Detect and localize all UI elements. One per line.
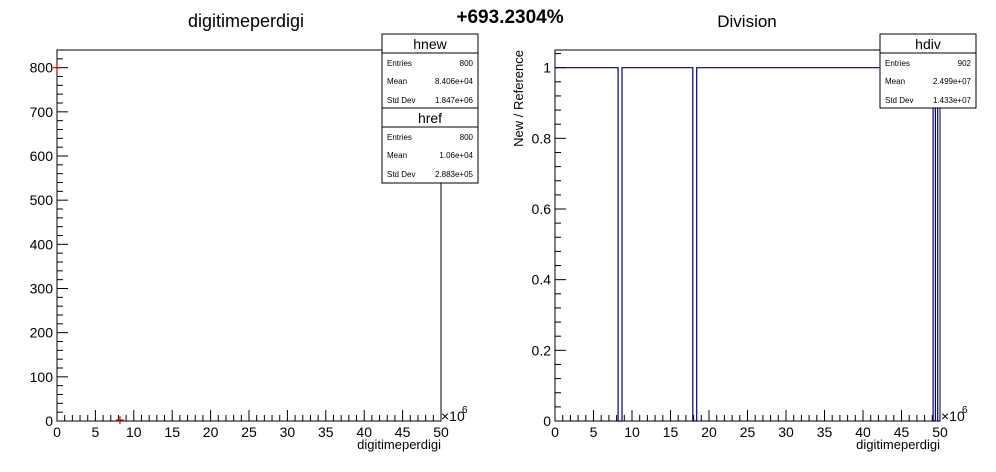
left-x-axis: 0 5 10 15 20 25 30 35 40 45 50 xyxy=(53,410,449,440)
stats-label: Entries xyxy=(885,59,910,68)
left-x-tick-label: 15 xyxy=(164,424,180,440)
stats-label: Mean xyxy=(387,151,407,160)
percent-change-label: +693.2304% xyxy=(456,7,563,28)
stats-value: 1.847e+06 xyxy=(435,96,474,105)
stats-value: 1.06e+04 xyxy=(439,151,473,160)
stats-value: 800 xyxy=(460,133,474,142)
right-x-tick-label: 15 xyxy=(663,424,679,440)
left-y-tick-label: 400 xyxy=(30,236,54,252)
stats-box-hnew: hnew Entries 800 Mean 8.406e+04 Std Dev … xyxy=(381,33,479,109)
left-x-tick-label: 5 xyxy=(92,424,100,440)
right-x-exponent-power: 6 xyxy=(962,405,968,416)
left-x-axis-label: digitimeperdigi xyxy=(357,437,441,452)
left-x-tick-label: 10 xyxy=(126,424,142,440)
stats-value: 1.433e+07 xyxy=(933,96,972,105)
href-data-point xyxy=(115,416,124,425)
left-y-tick-label: 800 xyxy=(30,60,54,76)
left-data-marks xyxy=(53,63,124,425)
left-pad: digitimeperdigi 0 5 10 15 20 25 30 35 40 45 50 0 10… xyxy=(30,11,479,452)
right-y-tick-label: 1 xyxy=(543,60,551,76)
left-y-axis: 0 100 200 300 400 500 600 700 800 xyxy=(30,49,68,429)
right-y-tick-label: 0.6 xyxy=(532,201,552,217)
stats-label: Std Dev xyxy=(387,170,415,179)
right-y-tick-label: 0.4 xyxy=(532,272,552,288)
right-y-tick-label: 0.2 xyxy=(532,342,552,358)
right-x-tick-label: 20 xyxy=(701,424,717,440)
right-y-axis-label: New / Reference xyxy=(511,50,526,147)
right-data-marks xyxy=(555,67,940,422)
hdiv-series-line xyxy=(555,67,940,422)
right-x-tick-label: 5 xyxy=(590,424,598,440)
left-x-tick-label: 0 xyxy=(53,424,61,440)
left-y-tick-label: 700 xyxy=(30,104,54,120)
left-x-exponent-power: 6 xyxy=(462,405,468,416)
left-x-tick-label: 45 xyxy=(395,424,411,440)
stats-label: Entries xyxy=(387,133,412,142)
left-x-tick-label: 35 xyxy=(318,424,334,440)
left-x-tick-label: 25 xyxy=(241,424,257,440)
left-x-tick-label: 30 xyxy=(280,424,296,440)
right-y-tick-label: 0 xyxy=(543,413,551,429)
right-x-tick-label: 50 xyxy=(932,424,948,440)
stats-label: Mean xyxy=(885,77,905,86)
stats-value: 902 xyxy=(958,59,972,68)
stats-label: Std Dev xyxy=(387,96,415,105)
stats-value: 8.406e+04 xyxy=(435,77,474,86)
left-y-tick-label: 0 xyxy=(45,413,53,429)
right-x-tick-label: 25 xyxy=(740,424,756,440)
right-x-tick-label: 45 xyxy=(894,424,910,440)
left-y-tick-label: 600 xyxy=(30,148,54,164)
left-x-tick-label: 40 xyxy=(356,424,372,440)
left-y-tick-label: 500 xyxy=(30,192,54,208)
stats-box-title: hdiv xyxy=(915,36,941,52)
stats-label: Std Dev xyxy=(885,96,913,105)
left-pad-title: digitimeperdigi xyxy=(188,11,304,31)
right-x-axis: 0 5 10 15 20 25 30 35 40 45 50 xyxy=(551,410,948,440)
left-y-tick-label: 100 xyxy=(30,369,54,385)
stats-value: 2.883e+05 xyxy=(435,170,474,179)
stats-label: Entries xyxy=(387,59,412,68)
right-x-tick-label: 35 xyxy=(817,424,833,440)
right-x-tick-label: 40 xyxy=(855,424,871,440)
href-data-point xyxy=(53,63,61,72)
right-x-tick-label: 30 xyxy=(778,424,794,440)
left-y-tick-label: 300 xyxy=(30,281,54,297)
stats-value: 800 xyxy=(460,59,474,68)
left-y-tick-label: 200 xyxy=(30,325,54,341)
stats-box-hdiv: hdiv Entries 902 Mean 2.499e+07 Std Dev … xyxy=(879,33,977,109)
right-x-axis-label: digitimeperdigi xyxy=(856,437,940,452)
stats-box-title: href xyxy=(418,110,442,126)
left-x-tick-label: 20 xyxy=(203,424,219,440)
stats-value: 2.499e+07 xyxy=(933,77,972,86)
stats-box-title: hnew xyxy=(413,36,447,52)
right-pad: Division 0 5 10 15 20 25 30 35 40 45 50 0 0.2 0.4 0.6… xyxy=(511,12,977,452)
right-x-tick-label: 10 xyxy=(624,424,640,440)
right-x-tick-label: 0 xyxy=(551,424,559,440)
left-x-tick-label: 50 xyxy=(433,424,449,440)
right-y-tick-label: 0.8 xyxy=(532,130,552,146)
left-x-exponent: ×10 xyxy=(441,408,465,424)
stats-box-href: href Entries 800 Mean 1.06e+04 Std Dev 2… xyxy=(381,107,479,184)
right-x-exponent: ×10 xyxy=(941,408,965,424)
right-y-axis: 0 0.2 0.4 0.6 0.8 1 xyxy=(532,53,566,429)
stats-label: Mean xyxy=(387,77,407,86)
right-pad-title: Division xyxy=(717,12,777,31)
